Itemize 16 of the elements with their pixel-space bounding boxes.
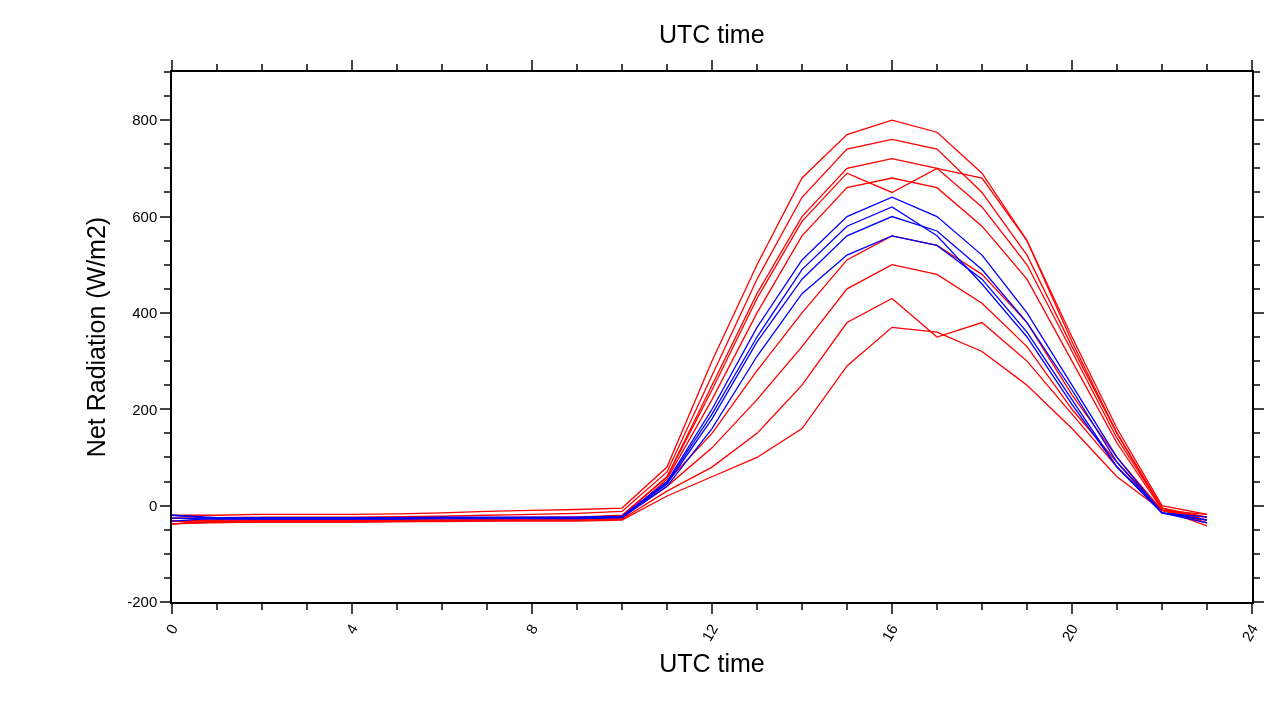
x-tick-label: 4 [342, 621, 362, 637]
y-tick-label: 800 [132, 111, 158, 129]
y-tick-label: 0 [148, 496, 158, 514]
y-tick-label: 400 [132, 304, 158, 322]
x-tick-label: 0 [162, 621, 182, 637]
x2-axis-title: UTC time [659, 20, 765, 48]
x-tick-label: 24 [1238, 621, 1262, 644]
y-tick-label: 200 [132, 400, 158, 418]
x-tick-label: 16 [878, 621, 902, 644]
y-axis-title: Net Radiation (W/m2) [82, 216, 111, 458]
y-tick-label: -200 [127, 593, 158, 611]
x-tick-label: 12 [698, 621, 722, 644]
x-tick-label: 8 [522, 621, 542, 637]
x-axis-title: UTC time [659, 649, 765, 678]
y-tick-label: 600 [132, 207, 158, 225]
x-tick-label: 20 [1058, 621, 1082, 644]
